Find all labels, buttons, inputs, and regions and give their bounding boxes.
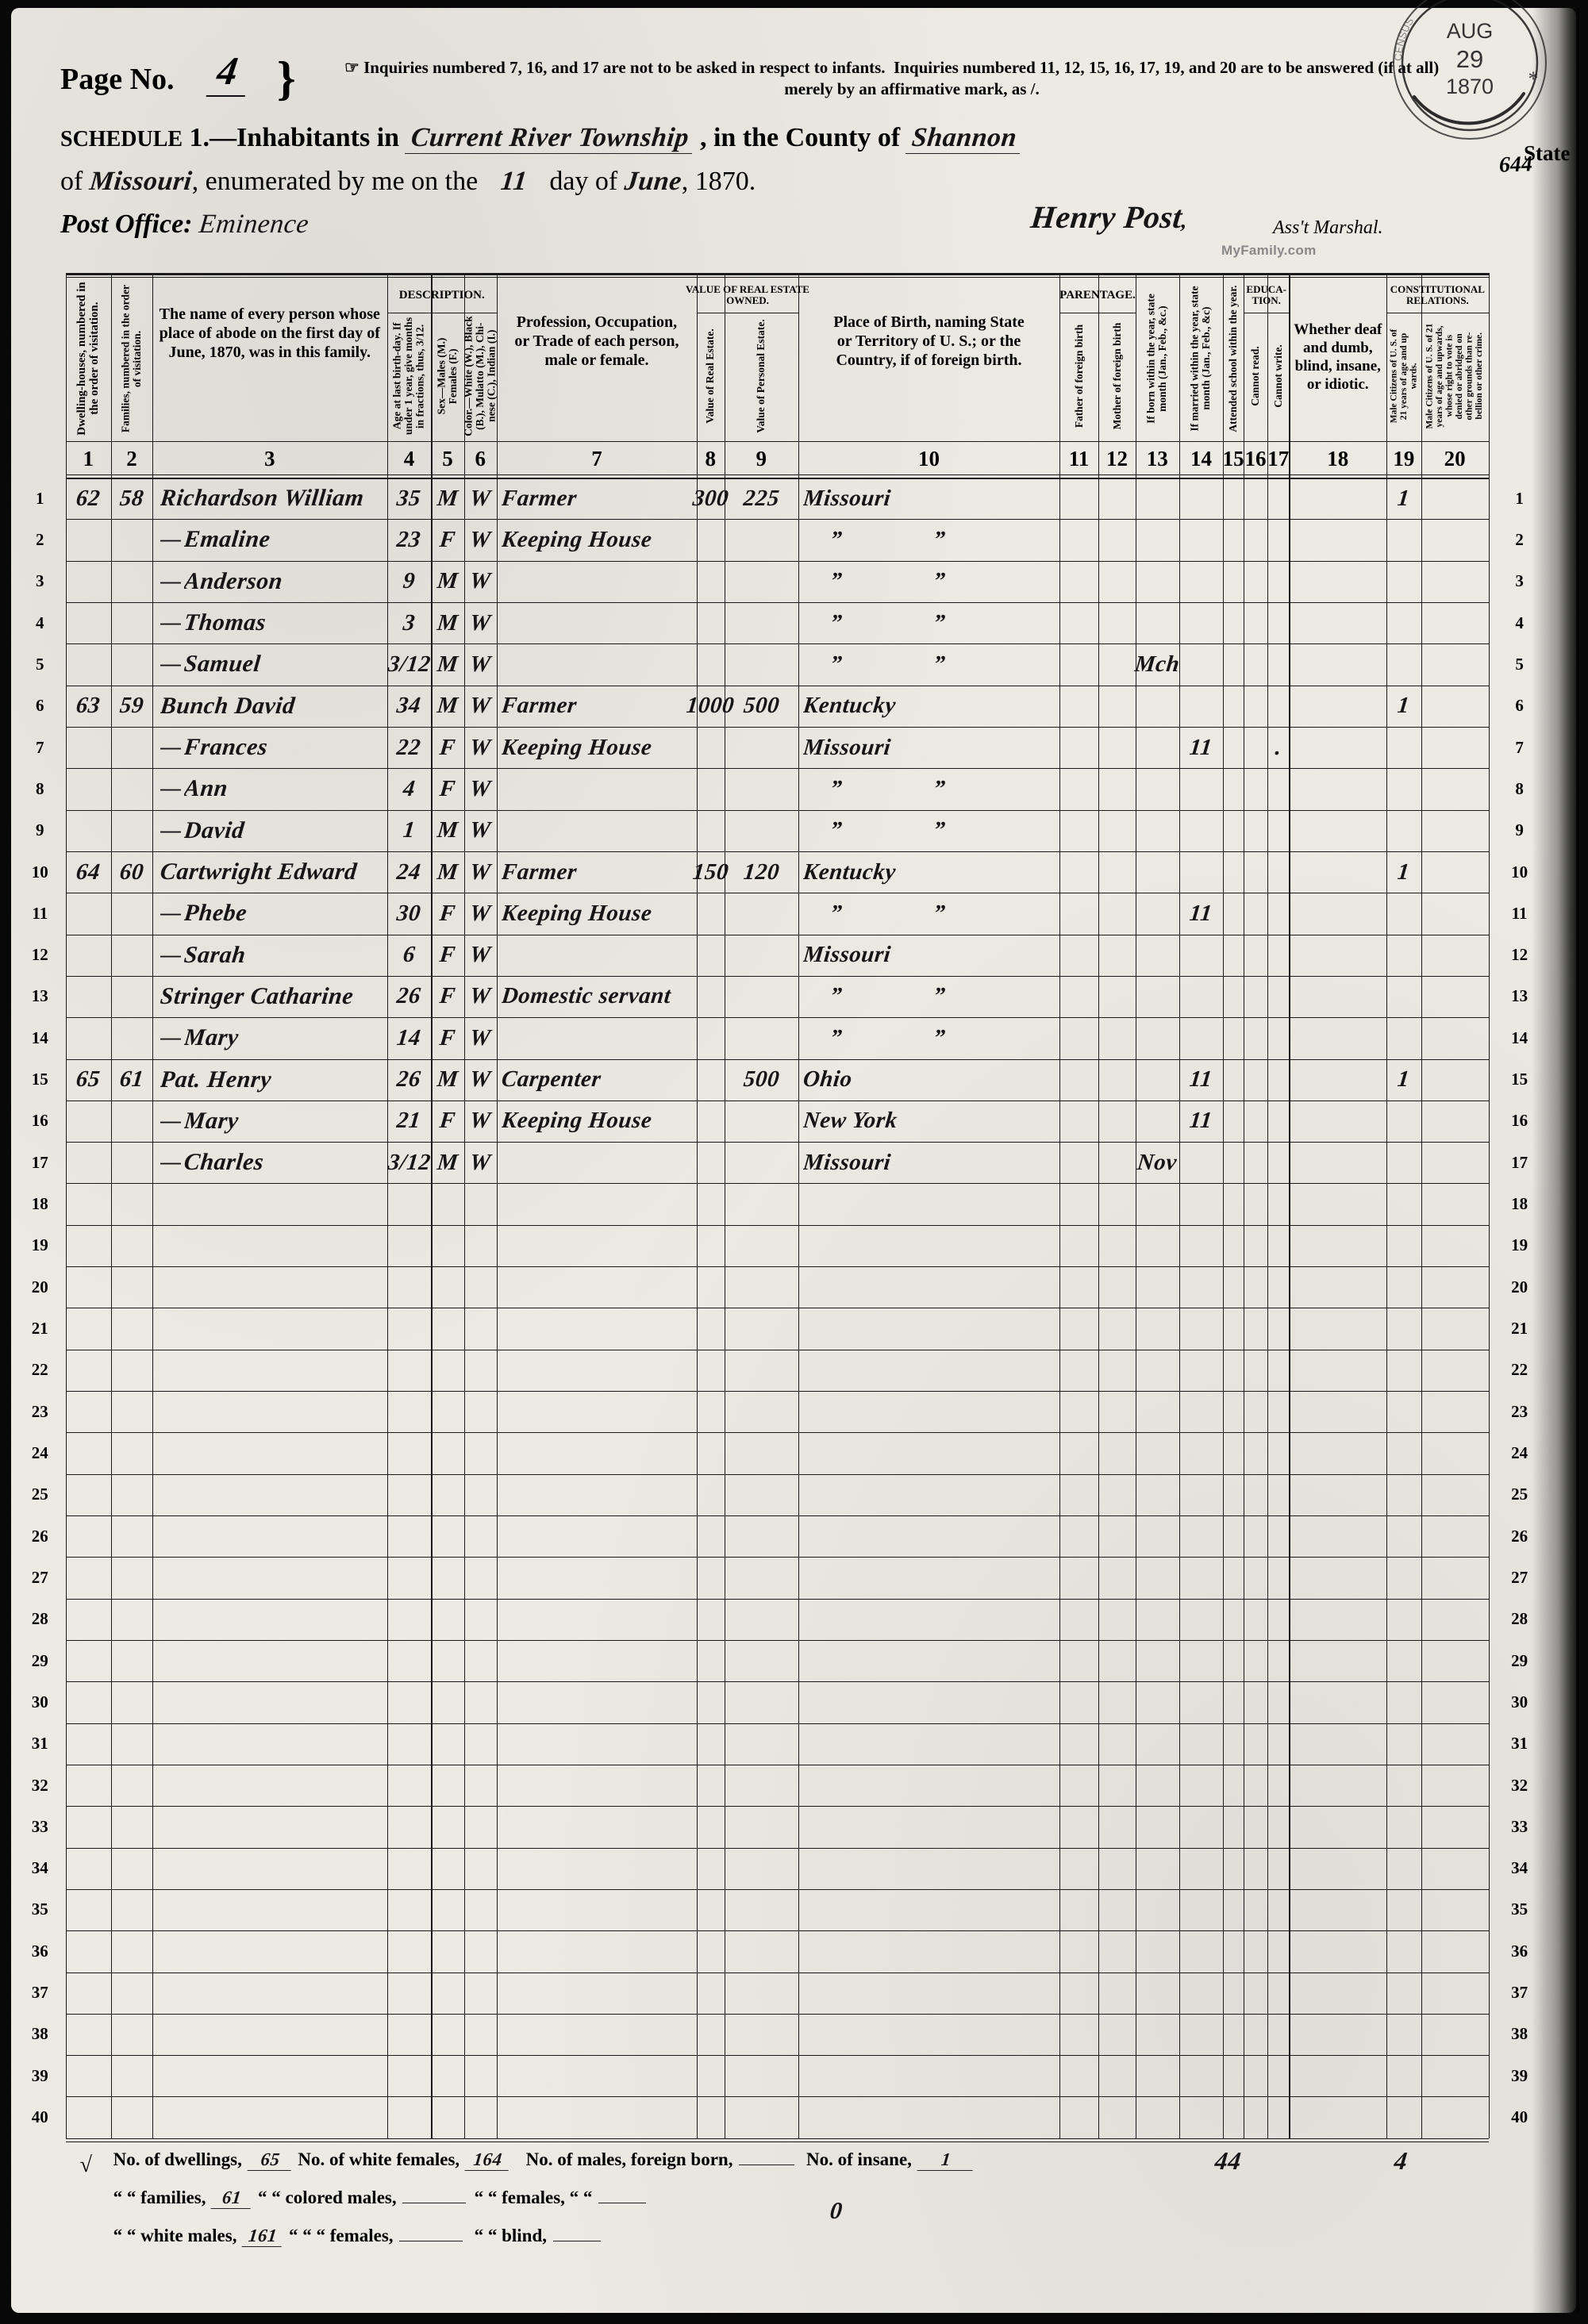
svg-text:AUG: AUG: [1447, 19, 1494, 43]
svg-text:*: *: [1528, 67, 1539, 90]
svg-text:29: 29: [1456, 45, 1483, 73]
svg-text:CENSUS: CENSUS: [1392, 15, 1416, 61]
svg-text:1870: 1870: [1446, 75, 1494, 98]
